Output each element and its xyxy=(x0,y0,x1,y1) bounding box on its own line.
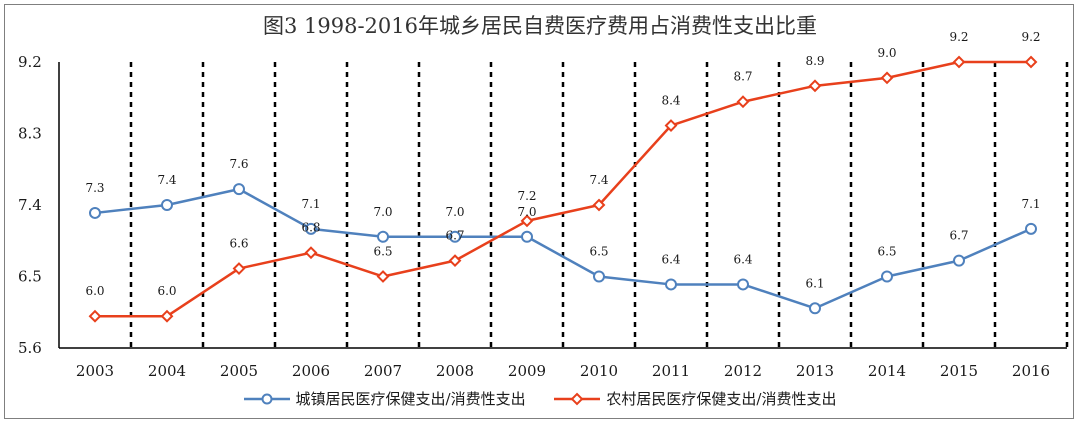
data-point-rural xyxy=(448,254,462,268)
data-label-urban: 6.1 xyxy=(805,276,824,290)
data-point-urban xyxy=(89,206,101,219)
data-label-rural: 7.2 xyxy=(517,189,536,203)
data-point-rural xyxy=(592,198,606,212)
x-tick-label: 2005 xyxy=(220,362,258,380)
data-label-urban: 7.1 xyxy=(1021,197,1040,211)
data-label-rural: 6.5 xyxy=(373,245,392,259)
data-label-urban: 6.5 xyxy=(589,245,608,259)
x-tick-label: 2007 xyxy=(364,362,402,380)
data-label-rural: 8.7 xyxy=(733,70,752,84)
data-point-rural xyxy=(376,270,390,283)
legend-swatch-urban xyxy=(243,393,290,404)
x-tick-label: 2006 xyxy=(292,362,330,380)
data-point-rural xyxy=(232,262,246,275)
x-tick-label: 2013 xyxy=(796,362,834,380)
x-tick-label: 2012 xyxy=(724,362,762,380)
data-label-urban: 7.1 xyxy=(301,197,320,211)
data-point-rural xyxy=(880,71,894,85)
legend-item-rural: 农村居民医疗保健支出/消费性支出 xyxy=(554,388,836,409)
data-label-urban: 6.4 xyxy=(733,252,752,266)
data-label-urban: 7.3 xyxy=(85,181,104,195)
x-tick-label: 2015 xyxy=(940,362,978,380)
series-line-rural xyxy=(95,60,1031,318)
x-tick-label: 2016 xyxy=(1012,362,1050,380)
data-point-rural xyxy=(304,246,318,260)
y-tick-label: 8.3 xyxy=(18,125,42,143)
data-label-rural: 6.6 xyxy=(229,237,248,251)
data-point-urban xyxy=(305,222,317,235)
data-label-rural: 8.4 xyxy=(661,94,680,108)
data-point-rural xyxy=(160,309,174,323)
data-point-rural xyxy=(520,214,534,228)
data-label-rural: 8.9 xyxy=(805,54,824,68)
data-point-urban xyxy=(161,199,173,211)
x-tick-label: 2010 xyxy=(580,362,618,380)
data-point-urban xyxy=(665,278,677,291)
data-label-urban: 7.0 xyxy=(517,205,536,219)
data-label-urban: 7.4 xyxy=(157,173,176,187)
x-tick-label: 2008 xyxy=(436,362,474,380)
y-tick-label: 5.6 xyxy=(18,339,42,357)
x-tick-label: 2004 xyxy=(148,362,186,380)
y-tick-label: 6.5 xyxy=(18,268,42,286)
data-point-rural xyxy=(1024,55,1038,69)
series-line-urban xyxy=(94,187,1032,310)
data-point-urban xyxy=(1025,222,1037,235)
data-label-rural: 9.2 xyxy=(949,30,968,44)
legend: 城镇居民医疗保健支出/消费性支出 农村居民医疗保健支出/消费性支出 xyxy=(0,388,1080,410)
legend-item-urban: 城镇居民医疗保健支出/消费性支出 xyxy=(243,388,526,409)
x-tick-label: 2003 xyxy=(76,362,114,380)
data-label-urban: 6.4 xyxy=(661,252,680,266)
data-point-urban xyxy=(737,278,749,291)
data-label-rural: 7.4 xyxy=(589,173,608,187)
chart-border xyxy=(4,4,1074,419)
data-point-rural xyxy=(736,95,750,109)
data-point-urban xyxy=(953,254,965,267)
data-point-urban xyxy=(809,302,821,315)
data-label-urban: 7.0 xyxy=(373,205,392,219)
x-tick-label: 2011 xyxy=(652,362,690,380)
data-label-urban: 7.0 xyxy=(445,205,464,219)
data-point-rural xyxy=(952,55,966,69)
data-label-urban: 6.7 xyxy=(949,229,968,243)
data-point-urban xyxy=(521,230,533,243)
data-point-urban xyxy=(377,230,389,243)
legend-label-rural: 农村居民医疗保健支出/消费性支出 xyxy=(606,390,837,408)
data-point-rural xyxy=(88,309,102,323)
x-tick-label: 2009 xyxy=(508,362,546,380)
data-label-rural: 9.0 xyxy=(877,46,896,60)
legend-label-urban: 城镇居民医疗保健支出/消费性支出 xyxy=(295,390,526,408)
data-label-urban: 6.5 xyxy=(877,245,896,259)
data-label-urban: 7.6 xyxy=(229,157,248,171)
data-point-rural xyxy=(664,119,678,132)
data-label-rural: 6.8 xyxy=(301,221,320,235)
y-tick-label: 9.2 xyxy=(18,53,42,71)
legend-swatch-rural xyxy=(554,392,601,405)
data-point-urban xyxy=(593,270,605,283)
y-tick-label: 7.4 xyxy=(18,196,42,214)
data-label-rural: 6.0 xyxy=(157,284,176,298)
data-point-urban xyxy=(449,230,461,243)
data-label-rural: 6.0 xyxy=(85,284,104,298)
data-label-rural: 6.7 xyxy=(445,229,464,243)
data-label-rural: 9.2 xyxy=(1021,30,1040,44)
data-point-urban xyxy=(233,183,245,196)
data-point-rural xyxy=(808,79,822,93)
x-tick-label: 2014 xyxy=(868,362,906,380)
data-point-urban xyxy=(881,270,893,283)
chart-title: 图3 1998-2016年城乡居民自费医疗费用占消费性支出比重 xyxy=(262,14,818,38)
